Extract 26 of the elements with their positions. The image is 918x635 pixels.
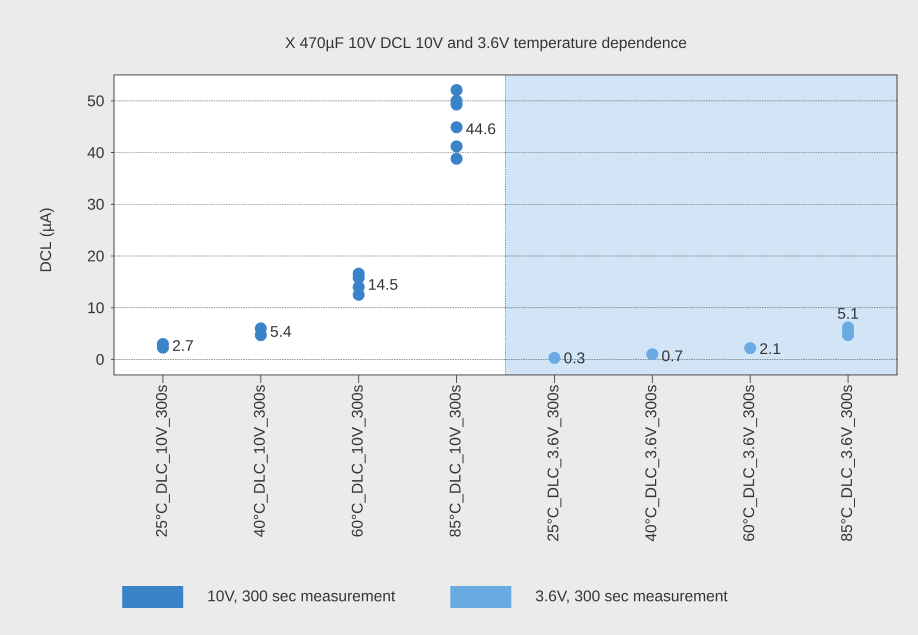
x-tick-label: 40°C_DLC_3.6V_300s [645,385,660,542]
y-tick-label: 30 [88,198,104,210]
legend-label: 3.6V, 300 sec measurement [536,590,728,604]
y-tick-label: 50 [88,95,104,106]
x-tick-label: 60°C_DLC_3.6V_300s [743,385,758,541]
y-tick-label: 0 [96,354,104,365]
annotation: 2.7 [172,340,193,351]
annotation: 14.5 [369,279,398,290]
x-tick-label: 25°C_DLC_10V_300s [156,385,170,537]
x-tick-label: 85°C_DLC_10V_300s [450,385,464,537]
y-tick-label: 20 [88,250,104,262]
x-tick-label: 40°C_DLC_10V_300s [254,385,268,537]
annotation: 2.1 [760,343,780,354]
annotation: 0.3 [564,352,585,364]
annotation: 5.4 [270,326,292,337]
chart-title: X 470µF 10V DCL 10V and 3.6V temperature dependence [285,36,686,52]
x-tick-label: 25°C_DLC_3.6V_300s [547,385,562,541]
y-axis-title: DCL (µA) [40,208,54,272]
annotation: 5.1 [838,308,858,319]
legend-label: 10V, 300 sec measurement [208,590,396,604]
annotation: 44.6 [466,123,496,134]
y-tick-label: 10 [88,302,104,314]
annotation: 0.7 [662,350,682,362]
x-tick-label: 60°C_DLC_10V_300s [352,385,366,537]
y-tick-label: 40 [88,147,104,158]
x-tick-label: 85°C_DLC_3.6V_300s [841,385,856,541]
